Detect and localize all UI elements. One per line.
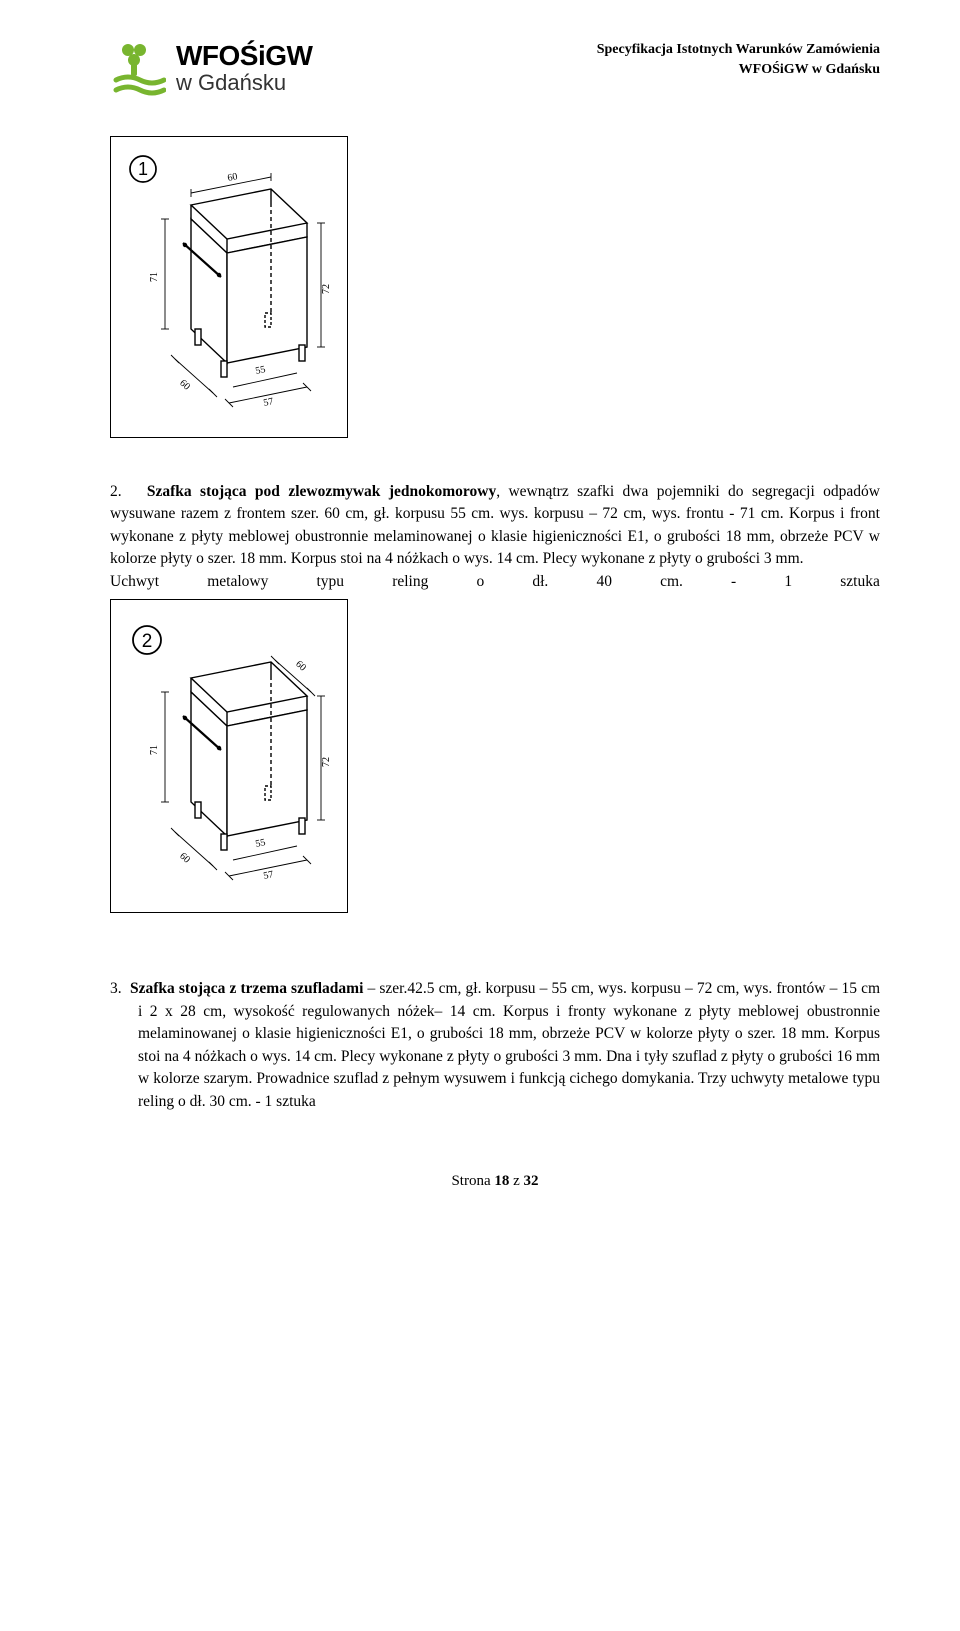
dim1-left: 71 (149, 272, 160, 282)
dim1-top: 60 (227, 171, 239, 184)
justify-word: Uchwyt (110, 571, 159, 593)
page-footer: Strona 18 z 32 (110, 1173, 880, 1190)
footer-prefix: Strona (451, 1173, 494, 1189)
item2-title: Szafka stojąca pod zlewozmywak jednokomo… (147, 483, 496, 500)
justify-word: o (476, 571, 484, 593)
page-header: WFOŚiGW w Gdańsku Specyfikacja Istotnych… (110, 40, 880, 96)
justify-word: - (731, 571, 736, 593)
item3-body: – szer.42.5 cm, gł. korpusu – 55 cm, wys… (138, 980, 880, 1109)
header-right: Specyfikacja Istotnych Warunków Zamówien… (597, 40, 880, 79)
justify-word: cm. (660, 571, 683, 593)
dim1-frontmid: 55 (254, 364, 266, 377)
cabinet-diagram-2: 2 60 (121, 610, 333, 898)
item-2-paragraph: 2. Szafka stojąca pod zlewozmywak jednok… (110, 481, 880, 593)
dim1-frontleft: 60 (177, 378, 192, 393)
justify-word: typu (316, 571, 344, 593)
header-right-line1: Specyfikacja Istotnych Warunków Zamówien… (597, 40, 880, 60)
dim2-frontmid: 55 (254, 837, 266, 850)
item3-num: 3. (110, 978, 130, 1000)
cabinet-diagram-1: 1 (121, 147, 333, 423)
footer-total: 32 (524, 1173, 539, 1189)
dim2-frontleft: 60 (177, 851, 192, 866)
justify-word: 40 (596, 571, 612, 593)
justify-word: reling (392, 571, 428, 593)
diagram2-badge: 2 (142, 631, 153, 652)
dim1-right: 72 (321, 284, 332, 294)
dim2-left: 71 (149, 745, 160, 755)
dim2-right: 72 (321, 757, 332, 767)
header-right-line2: WFOŚiGW w Gdańsku (597, 60, 880, 80)
diagram-1-frame: 1 (110, 136, 348, 438)
logo-block: WFOŚiGW w Gdańsku (110, 40, 312, 96)
logo-line2: w Gdańsku (176, 71, 312, 95)
item3-title: Szafka stojąca z trzema szufladami (130, 980, 363, 997)
dim1-frontright: 57 (262, 396, 274, 409)
justify-word: dł. (532, 571, 548, 593)
diagram-2-frame: 2 60 (110, 599, 348, 913)
item-3-paragraph: 3.Szafka stojąca z trzema szufladami – s… (110, 978, 880, 1113)
item2-justify-line: Uchwyt metalowy typu reling o dł. 40 cm. - 1 sztuk… (110, 571, 880, 593)
diagram1-badge: 1 (138, 159, 148, 179)
logo-text: WFOŚiGW w Gdańsku (176, 41, 312, 96)
dim2-frontright: 57 (262, 869, 274, 882)
wfosigw-logo-icon (110, 40, 166, 96)
footer-page: 18 (494, 1173, 509, 1189)
logo-line1: WFOŚiGW (176, 41, 312, 72)
dim2-top: 60 (293, 659, 308, 674)
footer-mid: z (509, 1173, 523, 1189)
justify-word: 1 (784, 571, 792, 593)
item2-num: 2. (110, 483, 122, 500)
justify-word: sztuka (840, 571, 880, 593)
justify-word: metalowy (207, 571, 268, 593)
